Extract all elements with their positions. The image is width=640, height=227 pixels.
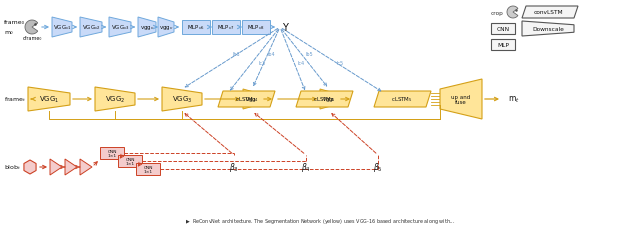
Polygon shape xyxy=(320,90,338,109)
Text: up and
fuse: up and fuse xyxy=(451,94,470,105)
Bar xyxy=(136,163,160,175)
Text: vgg$_4$: vgg$_4$ xyxy=(245,96,259,104)
Text: $\blacktriangleright$ ReConvNet architecture. The Segmentation Network (yellow) : $\blacktriangleright$ ReConvNet architec… xyxy=(185,217,455,225)
Text: MLP$_{v6}$: MLP$_{v6}$ xyxy=(187,23,205,32)
Polygon shape xyxy=(109,18,131,38)
Wedge shape xyxy=(25,21,38,35)
Text: convLSTM: convLSTM xyxy=(533,10,563,15)
Text: lc3: lc3 xyxy=(259,61,266,66)
Text: CNN: CNN xyxy=(497,27,509,32)
Bar xyxy=(491,24,515,35)
Polygon shape xyxy=(158,18,174,38)
Polygon shape xyxy=(522,7,578,19)
Text: crop: crop xyxy=(491,10,504,15)
Text: lb4: lb4 xyxy=(267,52,275,57)
Polygon shape xyxy=(138,18,156,38)
Text: VGG$_2$: VGG$_2$ xyxy=(105,94,125,105)
Text: CNN
1×1: CNN 1×1 xyxy=(125,157,135,165)
Polygon shape xyxy=(95,88,135,111)
Text: $\beta_4$: $\beta_4$ xyxy=(301,161,311,174)
Bar xyxy=(118,155,142,167)
Text: Y: Y xyxy=(282,23,288,33)
Text: vgg$_{v}$: vgg$_{v}$ xyxy=(159,24,173,32)
Polygon shape xyxy=(162,88,202,111)
Text: frame$_t$: frame$_t$ xyxy=(4,95,26,104)
Bar xyxy=(212,21,240,35)
Wedge shape xyxy=(507,7,518,19)
Polygon shape xyxy=(522,22,574,37)
Polygon shape xyxy=(24,160,36,174)
Text: blob$_t$: blob$_t$ xyxy=(4,163,21,172)
Text: cLSTM$_4$: cLSTM$_4$ xyxy=(313,95,335,104)
Text: MLP$_{v8}$: MLP$_{v8}$ xyxy=(247,23,265,32)
Text: VGG$_{v2}$: VGG$_{v2}$ xyxy=(82,23,100,32)
Text: Downscale: Downscale xyxy=(532,27,564,32)
Polygon shape xyxy=(52,18,72,38)
Bar xyxy=(182,21,210,35)
Text: MLP$_{v7}$: MLP$_{v7}$ xyxy=(217,23,235,32)
Polygon shape xyxy=(28,88,70,111)
Text: VGG$_{v3}$: VGG$_{v3}$ xyxy=(111,23,129,32)
Text: frame₀: frame₀ xyxy=(4,20,25,25)
Polygon shape xyxy=(296,92,353,108)
Text: VGG$_1$: VGG$_1$ xyxy=(39,94,59,105)
Text: $\beta_5$: $\beta_5$ xyxy=(373,161,383,174)
Bar xyxy=(242,21,270,35)
Text: VGG$_{v1}$: VGG$_{v1}$ xyxy=(52,23,72,32)
Text: cLSTM$_5$: cLSTM$_5$ xyxy=(391,95,413,104)
Text: vgg$_{v}$: vgg$_{v}$ xyxy=(140,24,154,32)
Text: cLSTM$_3$: cLSTM$_3$ xyxy=(235,95,257,104)
Text: CNN
1×1: CNN 1×1 xyxy=(143,165,153,173)
Text: lb5: lb5 xyxy=(306,52,314,57)
Bar xyxy=(491,40,515,51)
Polygon shape xyxy=(50,159,62,175)
Polygon shape xyxy=(80,18,102,38)
Text: lc4: lc4 xyxy=(298,61,305,66)
Text: CNN
1×1: CNN 1×1 xyxy=(108,149,116,158)
Text: m₀: m₀ xyxy=(4,29,13,34)
Text: VGG$_3$: VGG$_3$ xyxy=(172,94,192,105)
Polygon shape xyxy=(65,159,77,175)
Bar xyxy=(100,147,124,159)
Text: lb3: lb3 xyxy=(232,52,240,57)
Text: m$_t$: m$_t$ xyxy=(508,94,520,105)
Text: lc5: lc5 xyxy=(337,61,344,66)
Polygon shape xyxy=(374,92,431,108)
Polygon shape xyxy=(80,159,92,175)
Text: MLP: MLP xyxy=(497,43,509,48)
Text: vgg$_5$: vgg$_5$ xyxy=(322,96,336,104)
Text: cframe₀: cframe₀ xyxy=(22,35,42,40)
Text: $\beta_3$: $\beta_3$ xyxy=(229,161,239,174)
Polygon shape xyxy=(440,80,482,119)
Polygon shape xyxy=(243,90,261,109)
Polygon shape xyxy=(218,92,275,108)
